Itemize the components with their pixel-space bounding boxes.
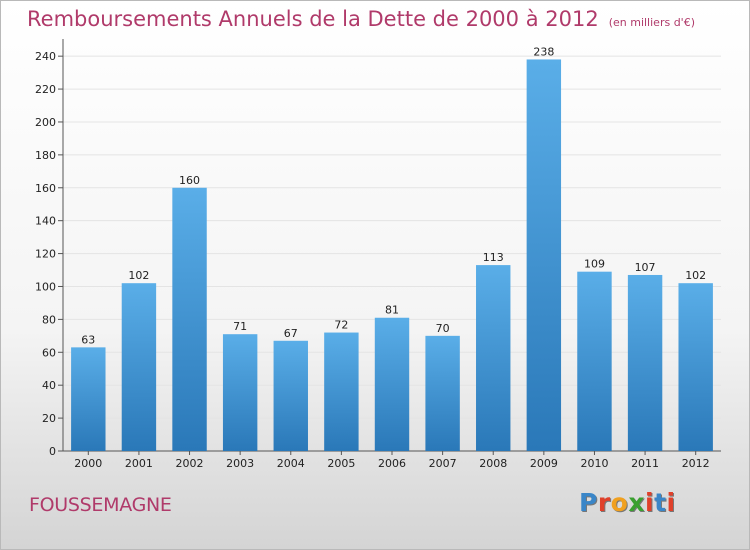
proxiti-logo-letter: x bbox=[628, 488, 645, 517]
data-label-2004: 67 bbox=[284, 327, 298, 340]
data-label-2000: 63 bbox=[81, 333, 95, 346]
x-tick-label-2001: 2001 bbox=[125, 457, 153, 470]
data-label-2003: 71 bbox=[233, 320, 247, 333]
data-label-2008: 113 bbox=[483, 251, 504, 264]
bar-2002 bbox=[172, 187, 207, 451]
x-tick-label-2005: 2005 bbox=[327, 457, 355, 470]
bar-2007 bbox=[425, 335, 460, 451]
bar-2003 bbox=[222, 334, 258, 451]
x-tick-label-2002: 2002 bbox=[176, 457, 204, 470]
x-tick-label-2004: 2004 bbox=[277, 457, 305, 470]
bar-2005 bbox=[324, 332, 359, 451]
data-label-2002: 160 bbox=[179, 174, 200, 187]
chart-title-main: Remboursements Annuels de la Dette de 20… bbox=[27, 7, 599, 31]
y-tick-label: 160 bbox=[35, 182, 56, 195]
proxiti-logo: Proxiti bbox=[579, 488, 676, 517]
bar-2001 bbox=[121, 283, 157, 451]
bar-2006 bbox=[374, 317, 410, 451]
proxiti-logo-letter: o bbox=[610, 488, 629, 517]
data-label-2011: 107 bbox=[635, 261, 656, 274]
proxiti-logo-letter: i bbox=[645, 488, 655, 517]
x-tick-label-2012: 2012 bbox=[682, 457, 710, 470]
bar-2012 bbox=[678, 283, 713, 451]
axes: 0 20 40 60 80 100 120 140 160 180 200 220 240 2000 200… bbox=[35, 39, 721, 470]
proxiti-logo-letter: r bbox=[597, 488, 611, 517]
proxiti-logo-letter: t bbox=[654, 488, 667, 517]
proxiti-logo-letter: i bbox=[666, 488, 676, 517]
data-label-2006: 81 bbox=[385, 304, 399, 317]
bar-2009 bbox=[526, 59, 562, 452]
x-tick-label-2003: 2003 bbox=[226, 457, 254, 470]
y-tick-label: 60 bbox=[42, 346, 56, 359]
data-label-2009: 238 bbox=[533, 45, 554, 58]
bar-2004 bbox=[273, 340, 308, 451]
chart-title-unit: (en milliers d'€) bbox=[608, 16, 695, 29]
chart-title: Remboursements Annuels de la Dette de 20… bbox=[27, 7, 695, 31]
data-label-2007: 70 bbox=[436, 322, 450, 335]
commune-name: FOUSSEMAGNE bbox=[29, 494, 172, 516]
bar-2000 bbox=[71, 347, 106, 451]
y-tick-label: 100 bbox=[35, 280, 56, 293]
x-tick-label-2011: 2011 bbox=[631, 457, 659, 470]
y-tick-label: 180 bbox=[35, 149, 56, 162]
x-tick-label-2009: 2009 bbox=[530, 457, 558, 470]
y-tick-label: 240 bbox=[35, 50, 56, 63]
data-label-2001: 102 bbox=[128, 269, 149, 282]
y-tick-label: 20 bbox=[42, 412, 56, 425]
x-tick-label-2008: 2008 bbox=[479, 457, 507, 470]
x-tick-label-2006: 2006 bbox=[378, 457, 406, 470]
y-tick-label: 200 bbox=[35, 116, 56, 129]
y-tick-label: 80 bbox=[42, 313, 56, 326]
data-labels: 63 102 160 71 67 72 81 70 113 238 109 107 102 bbox=[81, 45, 706, 346]
y-tick-label: 40 bbox=[42, 379, 56, 392]
x-tick-label-2000: 2000 bbox=[74, 457, 102, 470]
data-label-2012: 102 bbox=[685, 269, 706, 282]
bar-2008 bbox=[476, 265, 511, 451]
proxiti-logo-letter: P bbox=[579, 488, 598, 517]
y-tick-label: 220 bbox=[35, 83, 56, 96]
bars bbox=[71, 59, 713, 452]
y-tick-label: 0 bbox=[49, 445, 56, 458]
x-tick-label-2010: 2010 bbox=[580, 457, 608, 470]
y-tick-label: 120 bbox=[35, 248, 56, 261]
data-label-2005: 72 bbox=[334, 319, 348, 332]
x-tick-label-2007: 2007 bbox=[429, 457, 457, 470]
data-label-2010: 109 bbox=[584, 258, 605, 271]
bar-2011 bbox=[627, 274, 663, 451]
bar-2010 bbox=[577, 271, 612, 451]
y-tick-label: 140 bbox=[35, 215, 56, 228]
